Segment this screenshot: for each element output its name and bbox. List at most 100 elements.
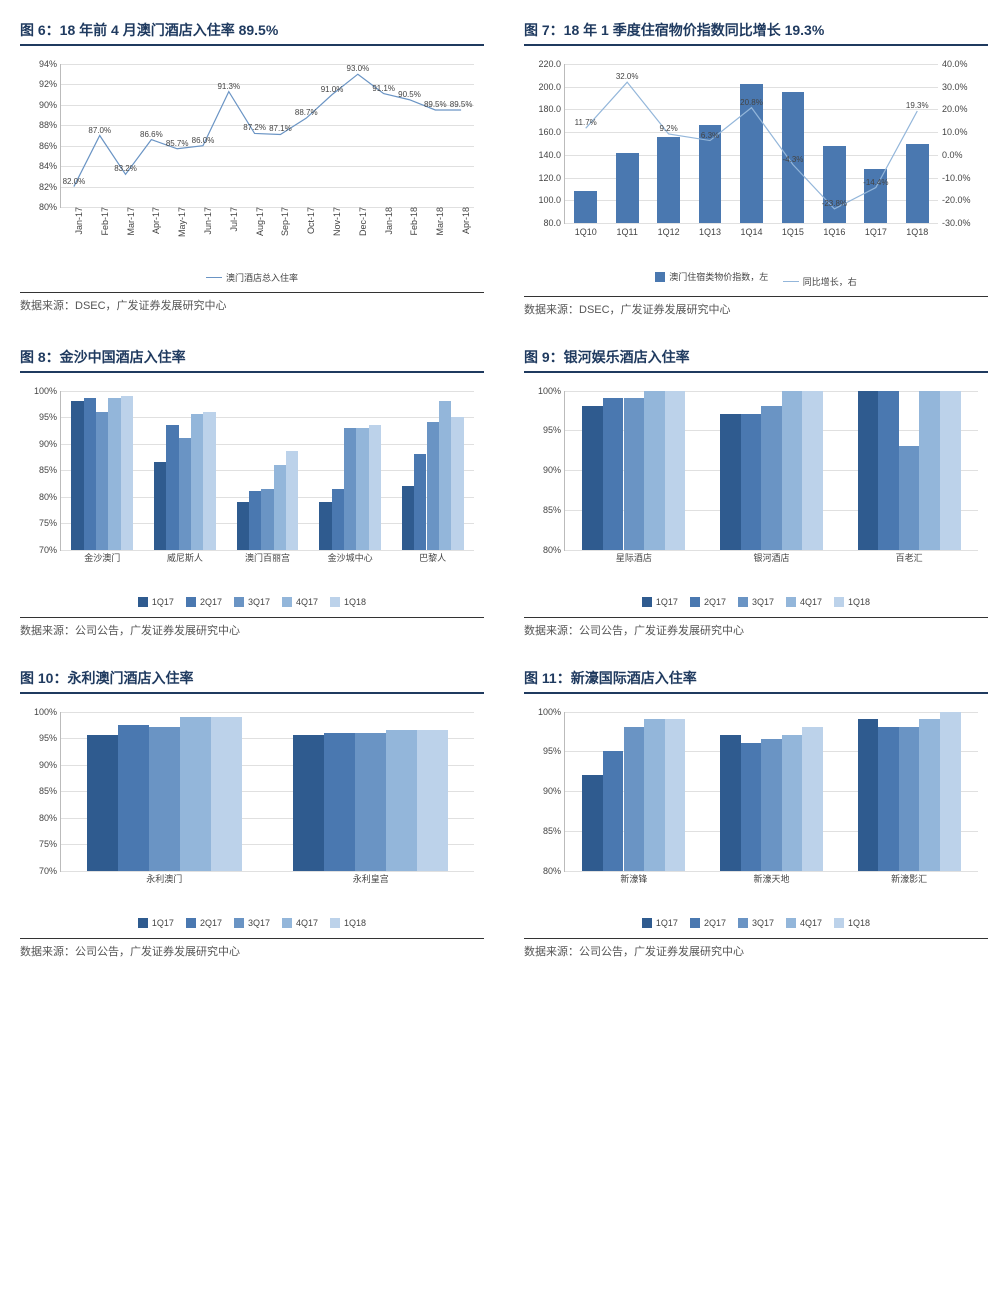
ytick: 70% [21,545,57,555]
data-label: 90.5% [398,90,421,99]
bar [166,425,178,550]
bar [858,391,879,550]
ytick: 84% [21,161,57,171]
bar [644,719,665,870]
chart8-legend: 1Q172Q173Q174Q171Q18 [20,597,484,609]
data-label: -4.3% [782,155,803,164]
bar [427,422,439,549]
ytick: 80% [21,202,57,212]
ytick: 85% [21,465,57,475]
panel-chart8: 图 8：金沙中国酒店入住率 70%75%80%85%90%95%100%金沙澳门… [20,347,484,638]
bar [84,398,96,549]
ytick: 100% [525,707,561,717]
chart6-area: 80%82%84%86%88%90%92%94%Jan-17Feb-17Mar-… [20,56,484,266]
bar [386,730,417,870]
data-label: 87.0% [88,126,111,135]
ytick: 180.0 [525,104,561,114]
ytick: 90% [525,786,561,796]
bar [356,428,368,550]
data-label: -14.4% [863,178,888,187]
bar [149,727,180,870]
data-label: -23.8% [822,199,847,208]
bar [603,751,624,870]
charts-grid: 图 6：18 年前 4 月澳门酒店入住率 89.5% 80%82%84%86%8… [20,20,988,959]
bar [858,719,879,870]
bar [782,735,803,870]
xtick: 1Q18 [906,227,928,237]
bar [899,446,920,549]
xtick: Mar-17 [126,207,136,236]
data-label: 86.6% [140,130,163,139]
bar [211,717,242,871]
chart6-source: 数据来源：DSEC，广发证券发展研究中心 [20,292,484,313]
chart8-source: 数据来源：公司公告，广发证券发展研究中心 [20,617,484,638]
xtick: 银河酒店 [753,551,789,564]
data-label: 11.7% [575,118,597,127]
bar [121,396,133,550]
bar [191,414,203,549]
ytick: 90% [21,100,57,110]
data-label: 91.0% [321,85,344,94]
chart11-plot: 80%85%90%95%100%新濠锋新濠天地新濠影汇 [564,712,978,872]
data-label: 87.1% [269,125,292,134]
bar [624,727,645,870]
bar [369,425,381,550]
legend-label: 2Q17 [200,597,222,607]
legend-label: 1Q17 [656,918,678,928]
bar [402,486,414,550]
chart10-source: 数据来源：公司公告，广发证券发展研究中心 [20,938,484,959]
ytick: 80.0 [525,218,561,228]
legend-label: 1Q17 [152,597,174,607]
bar [274,465,286,550]
xtick: 1Q10 [575,227,597,237]
legend-label: 2Q17 [200,918,222,928]
ytick: 85% [525,505,561,515]
ytick: 90% [21,760,57,770]
ytick: 100% [21,386,57,396]
xtick: 新濠影汇 [891,872,927,885]
bar [71,401,83,549]
ytick: 100% [525,386,561,396]
ytick: 75% [21,839,57,849]
bar [414,454,426,549]
xtick: 1Q15 [782,227,804,237]
data-label: 87.2% [243,124,266,133]
data-label: 32.0% [616,72,639,81]
legend-label: 4Q17 [800,918,822,928]
bar [179,438,191,549]
bar [741,743,762,870]
bar [355,733,386,871]
bar [940,712,961,871]
chart7-legend-line: 同比增长，右 [803,275,857,288]
data-label: 86.0% [192,136,215,145]
bar [741,414,762,549]
panel-chart9: 图 9：银河娱乐酒店入住率 80%85%90%95%100%星际酒店银河酒店百老… [524,347,988,638]
bar [624,398,645,549]
xtick: 星际酒店 [616,551,652,564]
legend-label: 1Q17 [152,918,174,928]
ytick: 80% [525,545,561,555]
panel-chart7: 图 7：18 年 1 季度住宿物价指数同比增长 19.3% 80.0100.01… [524,20,988,317]
bar [286,451,298,549]
ytick: 80% [525,866,561,876]
chart7-area: 80.0100.0120.0140.0160.0180.0200.0220.0-… [524,56,988,266]
bar [293,735,324,870]
bar [761,406,782,549]
bar [249,491,261,549]
xtick: Sep-17 [280,207,290,236]
xtick: Dec-17 [358,207,368,236]
chart7-legend: 澳门住宿类物价指数，左 同比增长，右 [524,270,988,288]
ytick: 120.0 [525,173,561,183]
legend-label: 1Q18 [344,918,366,928]
legend-label: 3Q17 [752,597,774,607]
bar [439,401,451,549]
bar [644,391,665,550]
bar [582,406,603,549]
data-label: 9.2% [659,124,677,133]
xtick: Jan-18 [384,207,394,235]
xtick: Apr-17 [151,207,161,234]
legend-label: 2Q17 [704,918,726,928]
ytick: 85% [525,826,561,836]
bar [802,391,823,550]
bar [180,717,211,871]
